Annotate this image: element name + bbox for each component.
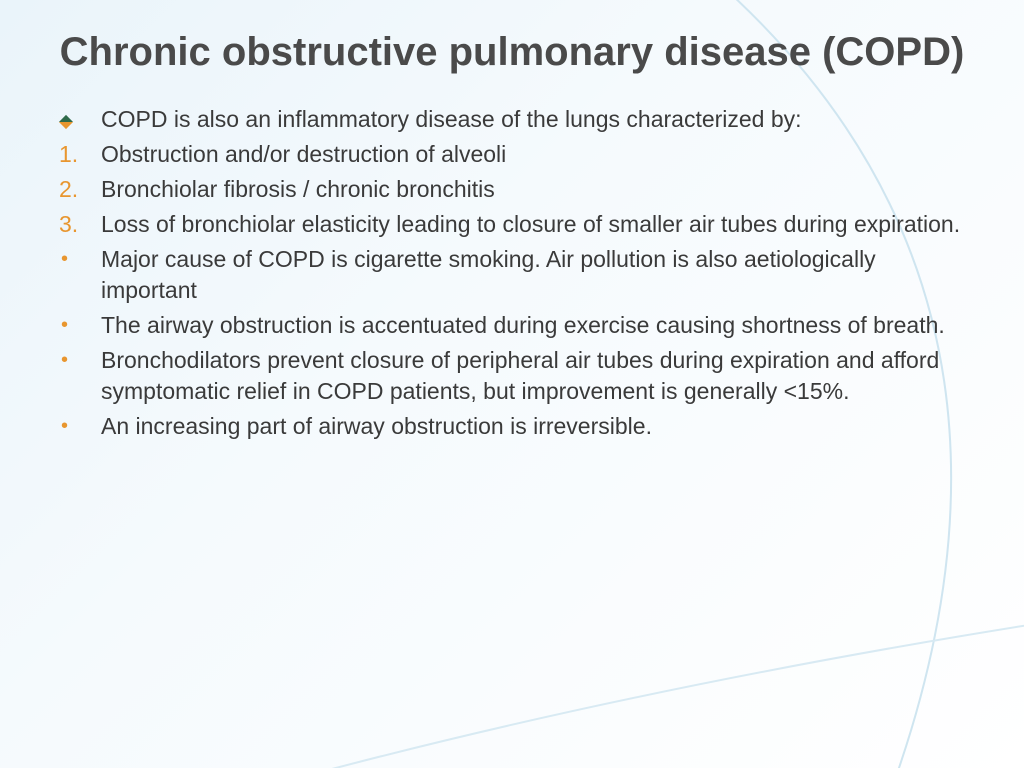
list-item-text: Major cause of COPD is cigarette smoking… [101, 244, 969, 306]
number-marker: 2. [55, 174, 101, 205]
slide: Chronic obstructive pulmonary disease (C… [0, 0, 1024, 768]
list-item-text: Loss of bronchiolar elasticity leading t… [101, 209, 969, 240]
list-item-text: Obstruction and/or destruction of alveol… [101, 139, 969, 170]
list-item: • The airway obstruction is accentuated … [55, 310, 969, 341]
list-item-text: Bronchiolar fibrosis / chronic bronchiti… [101, 174, 969, 205]
bullet-icon: • [55, 310, 101, 340]
list-item: • An increasing part of airway obstructi… [55, 411, 969, 442]
list-item: • Bronchodilators prevent closure of per… [55, 345, 969, 407]
bullet-icon: • [55, 244, 101, 274]
list-item-text: The airway obstruction is accentuated du… [101, 310, 969, 341]
list-item: 3. Loss of bronchiolar elasticity leadin… [55, 209, 969, 240]
list-item: COPD is also an inflammatory disease of … [55, 104, 969, 135]
list-item: • Major cause of COPD is cigarette smoki… [55, 244, 969, 306]
bullet-icon: • [55, 345, 101, 375]
list-item-text: Bronchodilators prevent closure of perip… [101, 345, 969, 407]
number-marker: 1. [55, 139, 101, 170]
diamond-bullet-icon [55, 104, 101, 135]
slide-body: COPD is also an inflammatory disease of … [55, 104, 969, 442]
number-marker: 3. [55, 209, 101, 240]
list-item: 2. Bronchiolar fibrosis / chronic bronch… [55, 174, 969, 205]
list-item: 1. Obstruction and/or destruction of alv… [55, 139, 969, 170]
list-item-text: COPD is also an inflammatory disease of … [101, 104, 969, 135]
list-item-text: An increasing part of airway obstruction… [101, 411, 969, 442]
slide-title: Chronic obstructive pulmonary disease (C… [55, 28, 969, 76]
bullet-icon: • [55, 411, 101, 441]
